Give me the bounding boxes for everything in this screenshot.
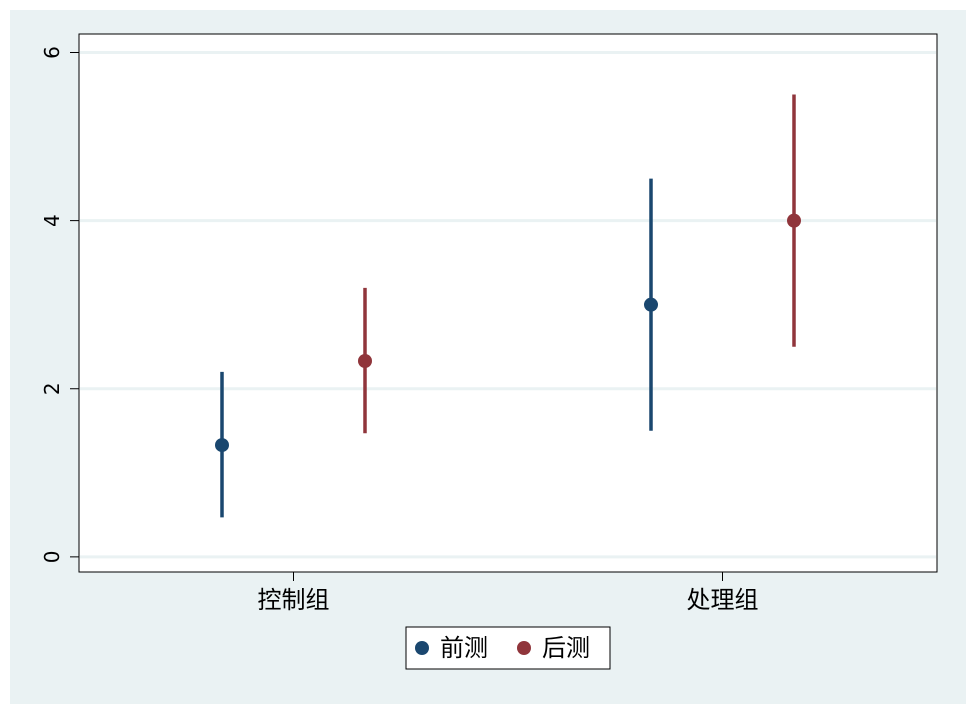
legend-label: 后测 [542,634,590,662]
y-tick-label: 4 [40,214,64,227]
legend-marker [415,641,429,655]
data-point [215,438,229,453]
plot-area [78,33,938,573]
legend-box [405,626,611,670]
data-point [358,354,372,369]
y-tick-label: 0 [40,551,64,564]
x-tick-label: 处理组 [687,586,759,614]
legend: 前测 后测 [405,626,611,670]
y-tick-label: 2 [40,382,64,395]
y-axis: 0 2 4 6 [40,46,79,563]
x-axis: 控制组 处理组 [258,572,759,614]
data-point [787,213,801,228]
y-tick-label: 6 [40,46,64,59]
x-tick-label: 控制组 [258,586,330,614]
data-point [644,297,658,312]
legend-marker [517,641,531,655]
legend-label: 前测 [440,634,488,662]
series-marks [215,94,801,518]
